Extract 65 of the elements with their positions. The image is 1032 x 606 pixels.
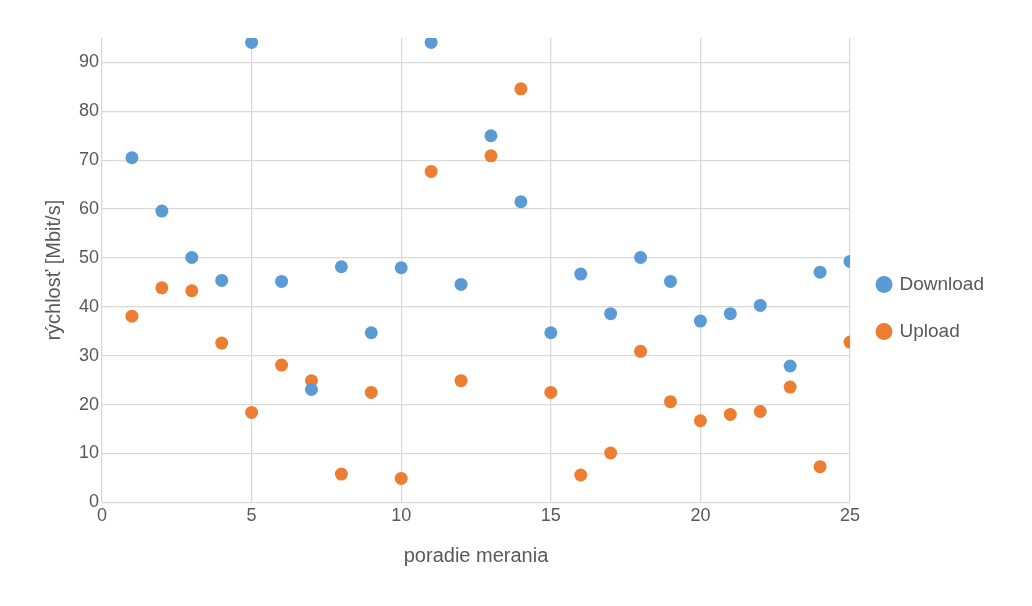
point [544, 326, 558, 340]
point [723, 307, 737, 321]
point [394, 471, 408, 485]
point [783, 359, 797, 373]
point [334, 467, 348, 481]
point [484, 149, 498, 163]
y-tick-label: 30 [78, 344, 100, 365]
point [275, 358, 289, 372]
point [185, 250, 199, 264]
point [454, 277, 468, 291]
legend-label: Upload [899, 319, 960, 341]
point [753, 404, 767, 418]
point [245, 38, 259, 49]
y-tick-label: 70 [78, 149, 100, 170]
x-tick-label: 5 [246, 505, 257, 526]
point [484, 129, 498, 143]
y-tick-label: 80 [78, 100, 100, 121]
point [693, 414, 707, 428]
point [783, 380, 797, 394]
point [574, 267, 588, 281]
x-tick-label: 25 [839, 505, 861, 526]
point [574, 468, 588, 482]
point [813, 265, 827, 279]
point [125, 309, 139, 323]
point [634, 344, 648, 358]
point [304, 382, 318, 396]
legend-label: Download [899, 272, 984, 294]
point [334, 260, 348, 274]
point [364, 326, 378, 340]
point [454, 374, 468, 388]
point [155, 281, 169, 295]
y-tick-label: 10 [78, 442, 100, 463]
point [424, 38, 438, 49]
point [125, 151, 139, 165]
x-tick-label: 15 [540, 505, 561, 526]
x-axis-title: poradie merania [403, 543, 550, 566]
y-axis-title: rýchlosť [Mbit/s] [41, 199, 64, 341]
point [215, 273, 229, 287]
x-tick-label: 10 [391, 505, 412, 526]
point [753, 298, 767, 312]
point [514, 195, 528, 209]
point [514, 82, 528, 96]
point [245, 405, 259, 419]
point [663, 274, 677, 288]
point [155, 204, 169, 218]
y-tick-label: 50 [78, 246, 100, 267]
point [275, 274, 289, 288]
point [693, 314, 707, 328]
y-tick-label: 60 [78, 198, 100, 219]
point [364, 385, 378, 399]
point [215, 336, 229, 350]
point [185, 284, 199, 298]
point [394, 261, 408, 275]
point [544, 385, 558, 399]
point [634, 250, 648, 264]
point [604, 446, 618, 460]
point [604, 307, 618, 321]
point [663, 395, 677, 409]
point [424, 164, 438, 178]
point [813, 460, 827, 474]
y-tick-label: 40 [78, 295, 100, 316]
y-tick-label: 20 [78, 393, 100, 414]
x-tick-label: 20 [690, 505, 711, 526]
point [723, 407, 737, 421]
y-tick-label: 90 [78, 51, 100, 72]
